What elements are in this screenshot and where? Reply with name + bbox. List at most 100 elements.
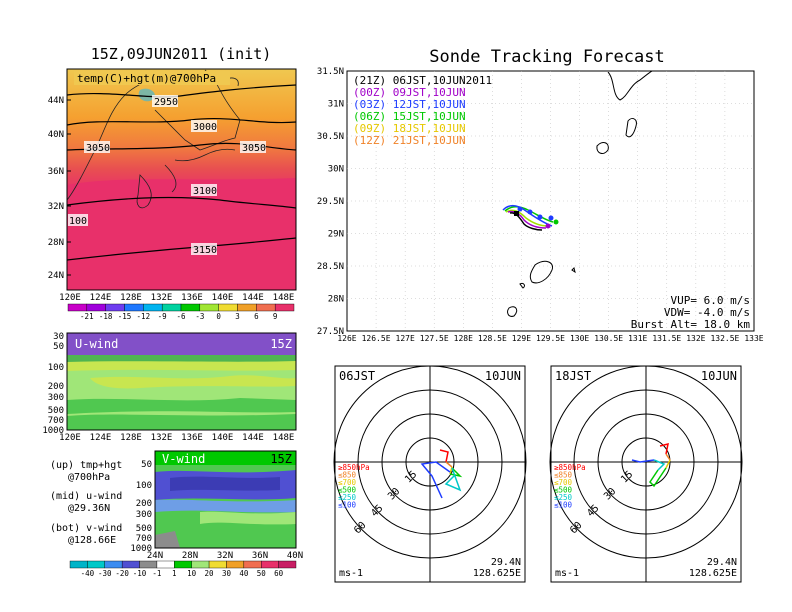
v-lat-tick: 36N (252, 551, 268, 561)
track-lon-ticks: 126E 126.5E 127E 127.5E 128E 128.5E 129E 129.5E… (337, 334, 763, 343)
u-pressure-tick: 50 (53, 342, 64, 352)
islands (507, 71, 653, 317)
legend-bot: (bot) v-wind (50, 523, 122, 534)
colorbar-swatch (139, 560, 158, 569)
hodograph-level-label: ≤100 (554, 501, 573, 510)
colorbar-label: 30 (222, 569, 232, 578)
map-lon-tick: 132E (151, 293, 173, 303)
contour-labels: 2950 3000 3050 3050 3100 100 3150 (68, 95, 266, 256)
track-lat-tick: 29N (328, 230, 344, 240)
u-pressure-tick: 30 (53, 332, 64, 342)
u-pressure-tick: 200 (48, 382, 64, 392)
track-lon-tick: 133E (744, 334, 763, 343)
colorbar-label: 1 (172, 569, 177, 578)
hodograph-date: 10JUN (701, 369, 737, 383)
sonde-track-panel: Sonde Tracking Forecast (21Z) 06 (317, 47, 764, 343)
hodograph-level-label: ≤850 (338, 471, 357, 480)
map-lon-tick: 140E (212, 293, 234, 303)
track-lat-tick: 31N (328, 100, 344, 110)
colorbar-label: -40 (81, 569, 95, 578)
track-lon-tick: 130.5E (594, 334, 623, 343)
colorbar-swatch (86, 303, 106, 312)
colorbar-swatch (218, 303, 238, 312)
track-grid (347, 71, 754, 331)
colorbar-swatch (278, 560, 297, 569)
hodograph-lat: 29.4N (707, 557, 737, 568)
colorbar-swatch (180, 303, 201, 312)
u-lon-tick: 140E (212, 433, 234, 443)
u-pressure-tick: 100 (48, 363, 64, 373)
track-lon-tick: 129.5E (536, 334, 565, 343)
legend-mid-lat: @29.36N (68, 503, 110, 514)
colorbar-label: 40 (239, 569, 249, 578)
contour-label: 100 (69, 216, 87, 227)
contour-label: 3150 (193, 245, 217, 256)
vdw-value: VDW= -4.0 m/s (664, 306, 750, 319)
hodograph-level-label: ≤250 (338, 493, 357, 502)
u-lon-tick: 124E (90, 433, 112, 443)
map-lat-tick: 32N (48, 202, 64, 212)
colorbar-swatch (256, 303, 276, 312)
v-pressure-tick: 500 (136, 524, 152, 534)
colorbar-swatch (199, 303, 219, 312)
v-lat-tick: 40N (287, 551, 303, 561)
hodograph-unit: ms-1 (339, 568, 363, 579)
hodograph-level-label: ≤500 (554, 486, 573, 495)
track-lat-tick: 27.5N (317, 327, 344, 337)
hodograph-level-label: ≤250 (554, 493, 573, 502)
contour-label: 3100 (193, 186, 217, 197)
map-lat-ticks: 44N 40N 36N 32N 28N 24N (48, 96, 71, 281)
map-lat-tick: 44N (48, 96, 64, 106)
u-pressure-tick: 700 (48, 416, 64, 426)
map-lon-tick: 124E (90, 293, 112, 303)
colorbar-label: 3 (235, 312, 240, 321)
track-lat-tick: 28.5N (317, 262, 344, 272)
track-legend-entry: (00Z) 09JST,10JUN (353, 86, 466, 99)
v-pressure-tick: 300 (136, 510, 152, 520)
track-lon-tick: 130E (570, 334, 589, 343)
map-lon-tick: 144E (242, 293, 264, 303)
colorbar-label: 20 (205, 569, 215, 578)
colorbar-label: -1 (152, 569, 161, 578)
map-lon-tick: 128E (120, 293, 142, 303)
track-lon-tick: 128E (454, 334, 473, 343)
v-lat-tick: 32N (217, 551, 233, 561)
colorbar-swatch (274, 303, 295, 312)
track-lon-tick: 131E (628, 334, 647, 343)
track-lat-tick: 31.5N (317, 67, 344, 77)
v-pressure-tick: 700 (136, 534, 152, 544)
colorbar-swatch (121, 560, 140, 569)
hodograph-lon: 128.625E (473, 568, 521, 579)
colorbar-swatch (261, 560, 279, 569)
colorbar-label: 10 (187, 569, 197, 578)
colorbar-swatch (174, 560, 192, 569)
colorbar-swatch (87, 560, 105, 569)
hodograph-date: 10JUN (485, 369, 521, 383)
track-lon-tick: 126.5E (362, 334, 391, 343)
hodograph-level-label: ≥850hPa (338, 463, 370, 472)
u-wind-label: U-wind (75, 337, 118, 351)
track-lat-tick: 30.5N (317, 132, 344, 142)
track-lat-tick: 28N (328, 295, 344, 305)
track-lon-tick: 128.5E (478, 334, 507, 343)
track-legend-entry: (09Z) 18JST,10JUN (353, 122, 466, 135)
panel-legend: (up) tmp+hgt @700hPa (mid) u-wind @29.36… (50, 460, 122, 546)
colorbar-label: -18 (99, 312, 113, 321)
colorbar-swatch (156, 560, 175, 569)
track-legend: (21Z) 06JST,10JUN2011(00Z) 09JST,10JUN (0… (353, 74, 492, 147)
map-lat-tick: 24N (48, 271, 64, 281)
colorbar-label: 6 (254, 312, 259, 321)
v-lat-tick: 28N (182, 551, 198, 561)
map-colorbar: -21 -18 -15 -12 -9 -6 -3 0 3 6 9 (67, 303, 295, 321)
v-pressure-tick: 1000 (130, 544, 152, 554)
hodograph-time: 18JST (555, 369, 591, 383)
temp-height-map: 15Z,09JUN2011 (init) (48, 45, 297, 321)
track-legend-entry: (21Z) 06JST,10JUN2011 (353, 74, 492, 87)
colorbar-swatch (67, 303, 88, 312)
legend-up-level: @700hPa (68, 472, 110, 483)
hodograph-level-label: ≥850hPa (554, 463, 586, 472)
map-label: temp(C)+hgt(m)@700hPa (77, 72, 216, 85)
